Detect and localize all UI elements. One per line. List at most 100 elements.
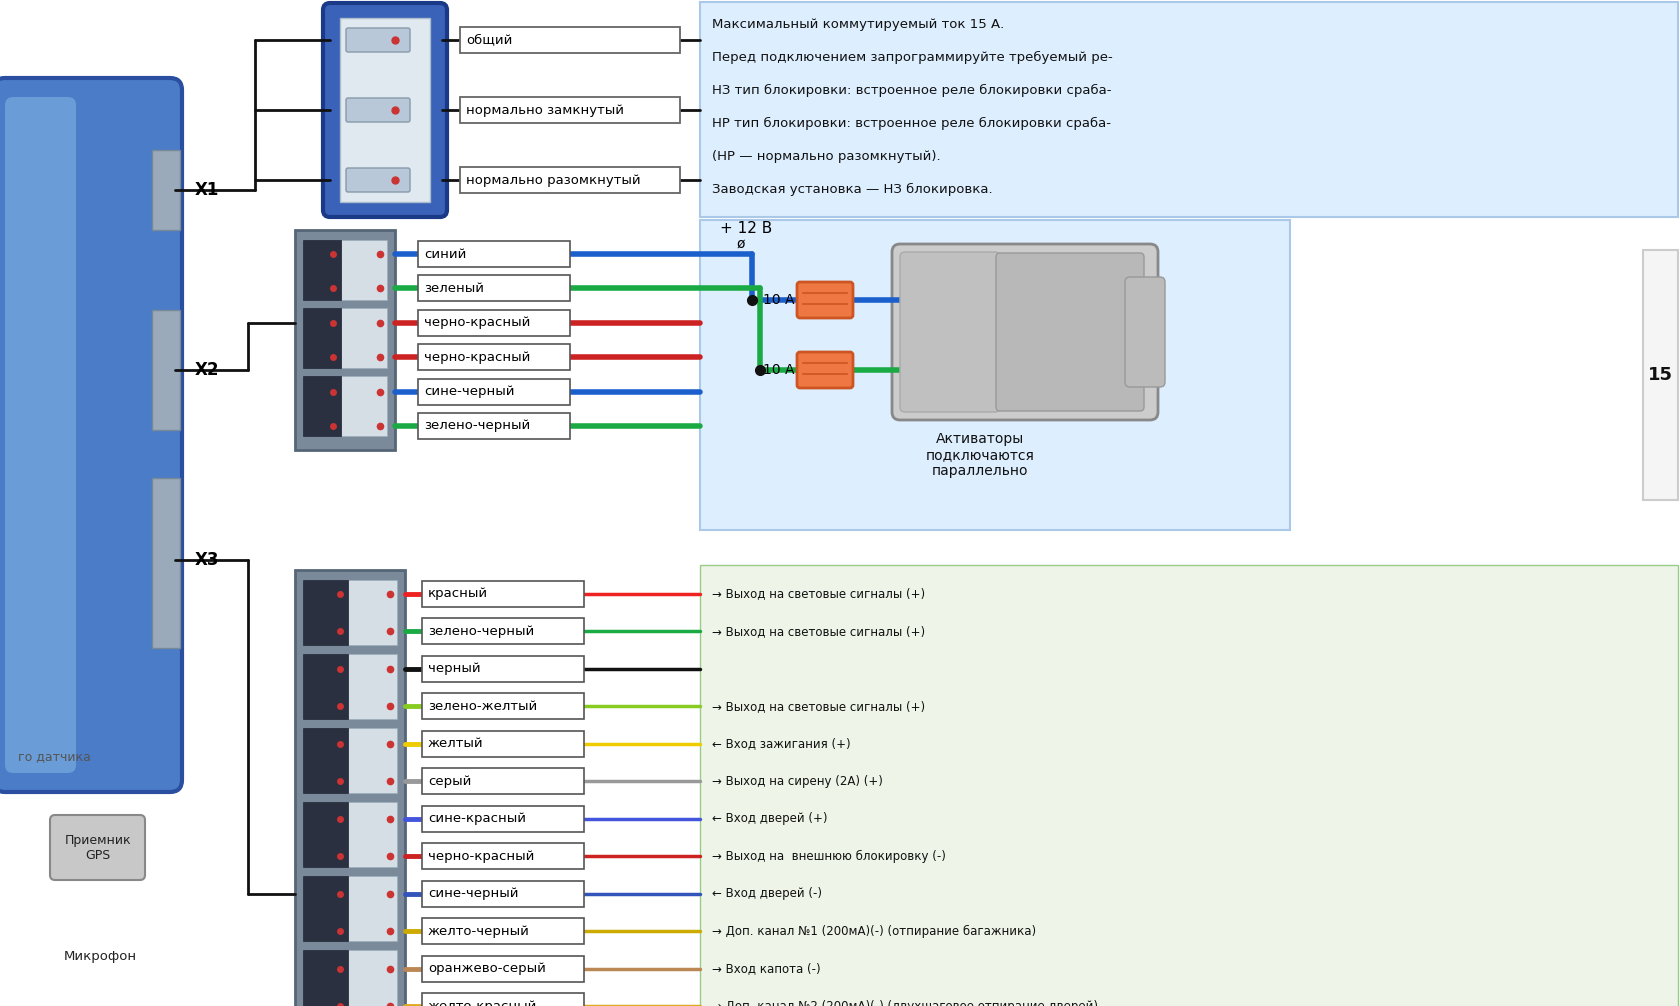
Bar: [422, 656, 583, 682]
Text: ← Вход зажигания (+): ← Вход зажигания (+): [712, 737, 850, 750]
FancyBboxPatch shape: [1124, 277, 1164, 387]
Bar: [422, 918, 583, 945]
Bar: [302, 950, 396, 1006]
FancyBboxPatch shape: [996, 253, 1144, 411]
Bar: [460, 97, 680, 123]
Bar: [302, 802, 348, 867]
Bar: [422, 806, 583, 832]
FancyBboxPatch shape: [0, 78, 181, 792]
Text: ← Вход дверей (-): ← Вход дверей (-): [712, 887, 822, 900]
Text: нормально разомкнутый: нормально разомкнутый: [465, 173, 640, 186]
Text: Микрофон: Микрофон: [64, 950, 136, 963]
Bar: [422, 731, 583, 757]
Bar: [302, 654, 348, 719]
Text: Перед подключением запрограммируйте требуемый ре-: Перед подключением запрограммируйте треб…: [712, 51, 1112, 64]
Bar: [302, 308, 386, 368]
Text: серый: серый: [428, 775, 470, 788]
Bar: [302, 308, 341, 368]
Bar: [460, 167, 680, 193]
FancyBboxPatch shape: [323, 3, 447, 217]
Text: → Выход на  внешнюю блокировку (-): → Выход на внешнюю блокировку (-): [712, 850, 946, 863]
Text: Заводская установка — НЗ блокировка.: Заводская установка — НЗ блокировка.: [712, 183, 991, 196]
Text: сине-черный: сине-черный: [423, 385, 514, 398]
Text: красный: красный: [428, 588, 487, 601]
Bar: [422, 619, 583, 645]
Text: сине-черный: сине-черный: [428, 887, 517, 900]
Text: 10 А: 10 А: [763, 293, 795, 307]
Bar: [699, 565, 1677, 1006]
Bar: [1641, 250, 1677, 500]
Text: зеленый: зеленый: [423, 282, 484, 295]
Text: 10 А: 10 А: [763, 363, 795, 377]
Text: го датчика: го датчика: [18, 750, 91, 763]
Text: → Доп. канал №1 (200мА)(-) (отпирание багажника): → Доп. канал №1 (200мА)(-) (отпирание ба…: [712, 925, 1035, 938]
Text: черно-красный: черно-красный: [423, 316, 531, 329]
FancyBboxPatch shape: [346, 168, 410, 192]
Text: 15: 15: [1646, 366, 1672, 384]
Text: желто-красный: желто-красный: [428, 1000, 538, 1006]
Text: → Выход на световые сигналы (+): → Выход на световые сигналы (+): [712, 625, 924, 638]
FancyBboxPatch shape: [796, 352, 852, 388]
Text: → Выход на световые сигналы (+): → Выход на световые сигналы (+): [712, 700, 924, 713]
Text: → Выход на сирену (2А) (+): → Выход на сирену (2А) (+): [712, 775, 882, 788]
Text: Активаторы
подключаются
параллельно: Активаторы подключаются параллельно: [926, 432, 1033, 479]
Text: черно-красный: черно-красный: [428, 850, 534, 863]
Bar: [418, 276, 570, 302]
Bar: [302, 802, 396, 867]
Text: сине-красный: сине-красный: [428, 812, 526, 825]
Bar: [422, 769, 583, 795]
Bar: [302, 376, 386, 436]
Text: оранжево-серый: оранжево-серый: [428, 962, 546, 975]
Text: → Доп. канал №2 (200мА)(-) (двухшаговое отпирание дверей): → Доп. канал №2 (200мА)(-) (двухшаговое …: [712, 1000, 1097, 1006]
Text: зелено-черный: зелено-черный: [423, 420, 529, 433]
Text: синий: синий: [423, 247, 465, 261]
Text: ← Вход дверей (+): ← Вход дверей (+): [712, 812, 827, 825]
Bar: [151, 478, 180, 648]
Bar: [699, 220, 1289, 530]
Text: (НР — нормально разомкнутый).: (НР — нормально разомкнутый).: [712, 150, 941, 163]
Text: Максимальный коммутируемый ток 15 А.: Максимальный коммутируемый ток 15 А.: [712, 18, 1003, 31]
FancyBboxPatch shape: [796, 282, 852, 318]
Bar: [422, 843, 583, 869]
FancyBboxPatch shape: [892, 244, 1158, 420]
Bar: [699, 2, 1677, 217]
Bar: [460, 27, 680, 53]
Text: нормально замкнутый: нормально замкнутый: [465, 104, 623, 117]
Bar: [294, 570, 405, 1006]
Bar: [302, 376, 341, 436]
Bar: [422, 956, 583, 982]
Bar: [302, 240, 341, 300]
Bar: [302, 580, 396, 645]
Bar: [418, 378, 570, 404]
Bar: [422, 880, 583, 906]
Bar: [422, 693, 583, 719]
Text: желтый: желтый: [428, 737, 484, 750]
Text: → Выход на световые сигналы (+): → Выход на световые сигналы (+): [712, 588, 924, 601]
Text: + 12 В: + 12 В: [719, 221, 771, 236]
FancyBboxPatch shape: [50, 815, 144, 880]
Bar: [302, 728, 396, 793]
Text: X3: X3: [195, 551, 220, 569]
Text: желто-черный: желто-черный: [428, 925, 529, 938]
Bar: [418, 344, 570, 370]
Bar: [302, 654, 396, 719]
Text: черный: черный: [428, 662, 480, 675]
Text: общий: общий: [465, 33, 512, 46]
Text: ø: ø: [736, 237, 744, 252]
FancyBboxPatch shape: [346, 98, 410, 122]
FancyBboxPatch shape: [899, 252, 1000, 412]
Bar: [151, 150, 180, 230]
Bar: [302, 580, 348, 645]
Bar: [302, 876, 396, 941]
Text: НЗ тип блокировки: встроенное реле блокировки сраба-: НЗ тип блокировки: встроенное реле блоки…: [712, 83, 1110, 97]
Bar: [422, 581, 583, 607]
Text: → Вход капота (-): → Вход капота (-): [712, 962, 820, 975]
FancyBboxPatch shape: [346, 28, 410, 52]
Text: зелено-черный: зелено-черный: [428, 625, 534, 638]
Bar: [151, 310, 180, 430]
Text: зелено-желтый: зелено-желтый: [428, 700, 538, 713]
Text: черно-красный: черно-красный: [423, 351, 531, 364]
Text: X2: X2: [195, 361, 220, 379]
Text: X1: X1: [195, 181, 220, 199]
Bar: [302, 950, 348, 1006]
